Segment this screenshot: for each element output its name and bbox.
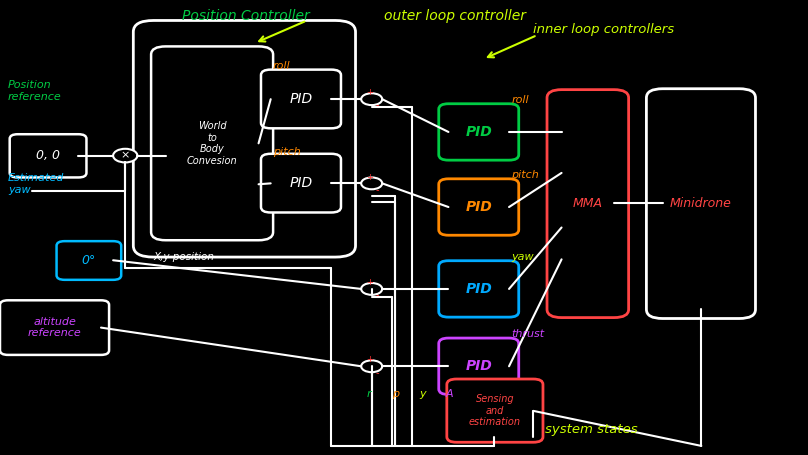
Text: pitch: pitch (273, 147, 301, 157)
Text: roll: roll (511, 95, 529, 105)
Text: A: A (445, 389, 453, 399)
Text: PID: PID (465, 125, 492, 139)
Text: ×: × (120, 151, 130, 161)
Text: 0°: 0° (82, 254, 96, 267)
FancyBboxPatch shape (439, 179, 519, 235)
Text: MMA: MMA (573, 197, 603, 210)
Text: World
to
Body
Convesion: World to Body Convesion (187, 121, 238, 166)
FancyBboxPatch shape (0, 300, 109, 355)
FancyBboxPatch shape (57, 241, 121, 280)
FancyBboxPatch shape (439, 261, 519, 317)
Text: r: r (367, 389, 372, 399)
Text: X,y position: X,y position (154, 252, 214, 262)
Text: -: - (376, 101, 379, 111)
Text: roll: roll (273, 61, 291, 71)
Text: PID: PID (289, 92, 313, 106)
Circle shape (113, 149, 137, 162)
Text: Position
reference: Position reference (8, 80, 62, 102)
Text: -: - (376, 368, 379, 378)
Text: altitude
reference: altitude reference (27, 317, 82, 339)
FancyBboxPatch shape (447, 379, 543, 442)
Text: +: + (367, 278, 373, 287)
Text: Sensing
and
estimation: Sensing and estimation (469, 394, 521, 427)
Text: Position Controller: Position Controller (182, 9, 309, 23)
Text: pitch: pitch (511, 170, 539, 180)
Text: p: p (393, 389, 399, 399)
FancyBboxPatch shape (151, 46, 273, 240)
Text: y: y (419, 389, 426, 399)
Text: PID: PID (465, 359, 492, 373)
Text: Minidrone: Minidrone (670, 197, 732, 210)
Text: Estimated
yaw: Estimated yaw (8, 173, 65, 195)
Text: system states: system states (545, 424, 638, 436)
Text: PID: PID (465, 282, 492, 296)
Text: -: - (376, 290, 379, 300)
FancyBboxPatch shape (439, 338, 519, 394)
FancyBboxPatch shape (261, 70, 341, 128)
Text: +: + (367, 88, 373, 97)
FancyBboxPatch shape (261, 154, 341, 212)
Circle shape (361, 283, 382, 295)
Circle shape (361, 93, 382, 105)
FancyBboxPatch shape (646, 89, 755, 318)
Text: +: + (367, 172, 373, 182)
Text: PID: PID (465, 200, 492, 214)
Text: outer loop controller: outer loop controller (384, 9, 526, 23)
FancyBboxPatch shape (547, 90, 629, 318)
FancyBboxPatch shape (10, 134, 86, 177)
Text: PID: PID (289, 176, 313, 190)
Circle shape (361, 177, 382, 189)
Text: yaw: yaw (511, 252, 534, 262)
Text: 0, 0: 0, 0 (36, 149, 60, 162)
FancyBboxPatch shape (133, 20, 356, 257)
FancyBboxPatch shape (439, 104, 519, 160)
Text: inner loop controllers: inner loop controllers (533, 23, 675, 36)
Circle shape (361, 360, 382, 372)
Text: +: + (367, 355, 373, 364)
Text: -: - (376, 185, 379, 195)
Text: thrust: thrust (511, 329, 545, 339)
